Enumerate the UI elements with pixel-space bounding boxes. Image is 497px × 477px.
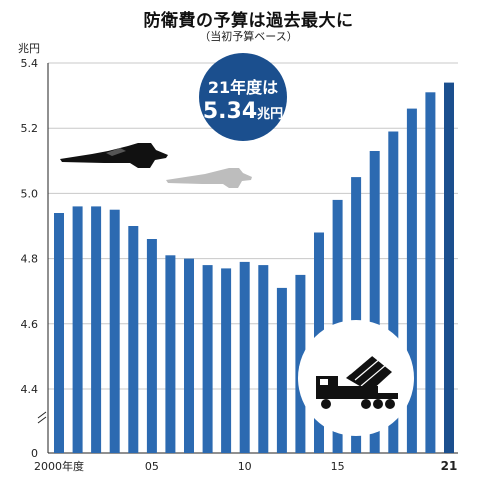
y-tick-label: 0 [31, 447, 38, 460]
bar-2008 [202, 265, 213, 453]
chart-title: 防衛費の予算は過去最大に [143, 11, 354, 31]
bar-2011 [258, 265, 269, 453]
x-axis-ticks: 2000年度 05 10 15 21 [34, 459, 457, 473]
x-tick-label: 15 [331, 460, 345, 473]
y-tick-label: 5.4 [21, 57, 39, 70]
callout-badge: 21年度は 5.34兆円 [199, 53, 287, 141]
fighter-jet-shadow-icon [166, 168, 252, 188]
bar-2004 [128, 226, 139, 453]
bar-2020 [425, 92, 436, 454]
x-tick-label: 21 [441, 459, 458, 473]
y-axis-ticks: 5.4 5.2 5.0 4.8 4.6 4.4 0 [21, 57, 39, 460]
bar-2007 [184, 258, 194, 453]
axis-break-mark [37, 411, 47, 424]
callout-line1: 21年度は [208, 78, 278, 97]
bar-2018 [388, 131, 399, 453]
y-tick-label: 5.0 [21, 187, 39, 200]
bar-2016 [351, 177, 362, 453]
chart-subtitle: （当初予算ベース） [199, 30, 298, 43]
bar-2021 [444, 82, 454, 453]
x-tick-label: 05 [145, 460, 159, 473]
bar-2003 [109, 209, 120, 453]
bar-2012 [276, 287, 287, 453]
y-axis-unit: 兆円 [18, 42, 40, 55]
missile-launcher-icon [298, 320, 414, 436]
bar-2010 [239, 261, 250, 453]
callout-value: 5.34 [203, 99, 257, 124]
bar-2009 [221, 268, 232, 453]
y-tick-label: 4.4 [21, 383, 39, 396]
callout-unit: 兆円 [257, 106, 283, 122]
y-tick-label: 5.2 [21, 122, 39, 135]
callout-value-line: 5.34兆円 [203, 99, 283, 124]
bar-2005 [146, 239, 157, 453]
bar-2006 [165, 255, 176, 453]
x-tick-label: 10 [238, 460, 252, 473]
bar-2002 [91, 206, 102, 453]
bar-2001 [72, 206, 83, 453]
x-tick-label: 2000年度 [34, 459, 84, 473]
y-tick-label: 4.6 [21, 318, 39, 331]
fighter-jet-icon [60, 143, 168, 168]
bar-2017 [369, 151, 380, 453]
bar-2019 [406, 108, 417, 453]
y-tick-label: 4.8 [21, 253, 39, 266]
bar-2000 [54, 213, 64, 453]
